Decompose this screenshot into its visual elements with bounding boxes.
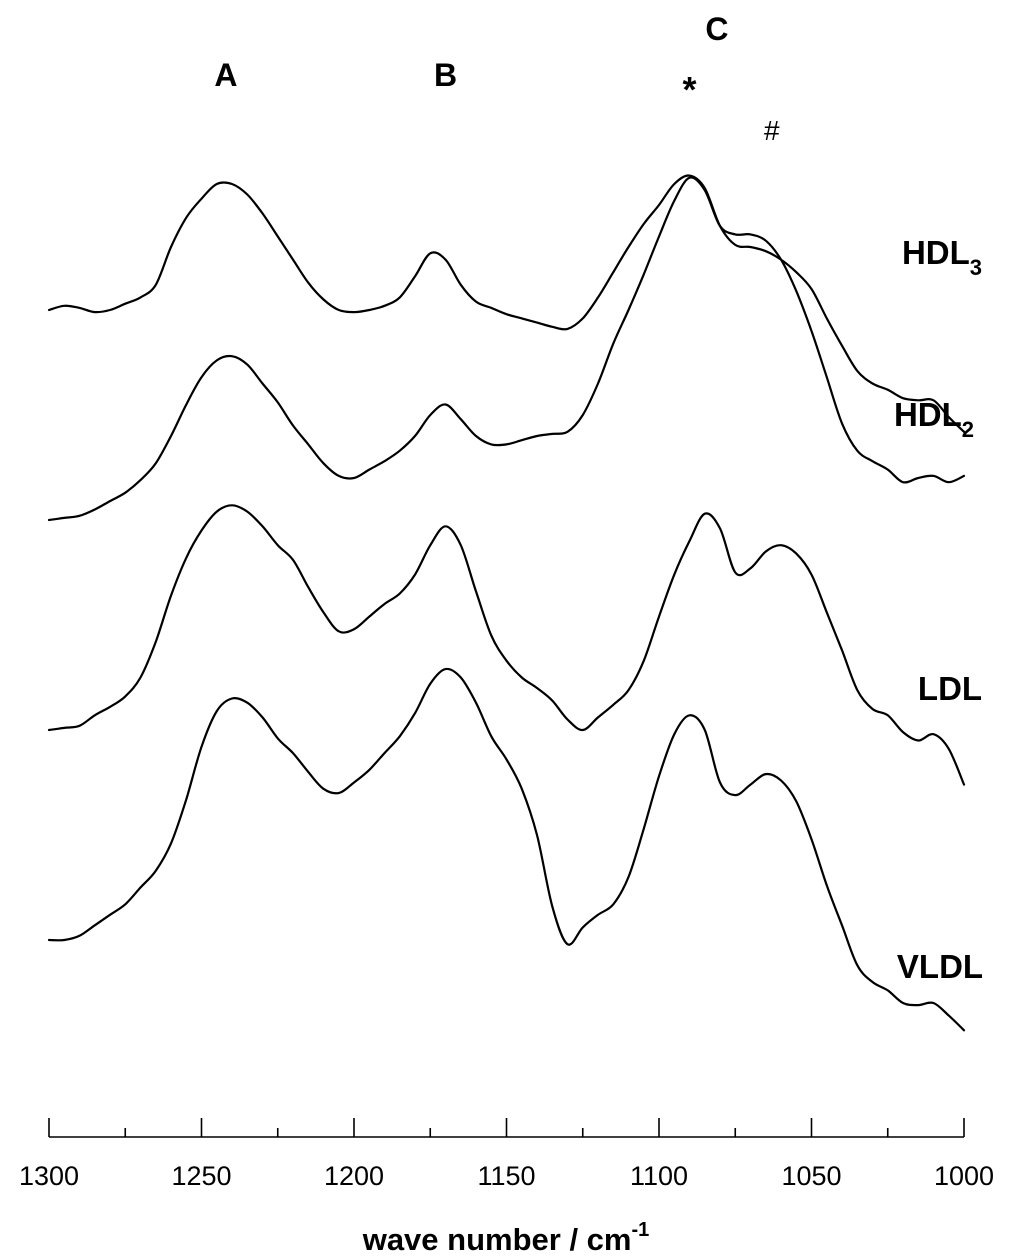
- annotation-hash: #: [764, 115, 780, 146]
- spectrum-hdl3: [47, 174, 966, 433]
- series-label-hdl2: HDL2: [894, 396, 974, 442]
- annotation-band-c: C: [705, 11, 728, 47]
- spectra-curves: [47, 174, 966, 1032]
- annotation-band-a: A: [214, 57, 237, 93]
- series-label-name: HDL: [902, 234, 970, 271]
- x-axis-label-text: wave number / cm: [362, 1222, 632, 1257]
- series-label-name: HDL: [894, 396, 962, 433]
- x-tick-label-1250: 1250: [171, 1161, 231, 1191]
- x-tick-label-1150: 1150: [477, 1161, 535, 1191]
- series-label-name: VLDL: [897, 948, 983, 985]
- annotation-asterisk: *: [682, 69, 696, 110]
- x-axis: 1300 1250 1200 1150 1100 1050 1000: [19, 1118, 994, 1191]
- series-label-name: LDL: [918, 670, 982, 707]
- x-tick-label-1100: 1100: [630, 1161, 688, 1191]
- x-tick-label-1000: 1000: [934, 1161, 994, 1191]
- series-label-subscript: 2: [962, 417, 974, 442]
- series-label-ldl: LDL: [918, 670, 982, 707]
- series-label-hdl3: HDL3: [902, 234, 982, 280]
- x-tick-label-1300: 1300: [19, 1161, 79, 1191]
- spectrum-hdl2: [47, 176, 966, 522]
- spectrum-ldl: [47, 504, 966, 786]
- x-axis-label: wave number / cm-1: [362, 1219, 650, 1257]
- x-axis-label-superscript: -1: [631, 1219, 649, 1241]
- x-ticks: 1300 1250 1200 1150 1100 1050 1000: [19, 1118, 994, 1191]
- band-annotations: A B C* #: [214, 11, 780, 146]
- annotation-band-b: B: [434, 57, 457, 93]
- series-label-subscript: 3: [970, 255, 982, 280]
- x-tick-label-1050: 1050: [781, 1161, 841, 1191]
- x-tick-label-1200: 1200: [324, 1161, 384, 1191]
- spectrum-vldl: [47, 667, 966, 1032]
- series-label-vldl: VLDL: [897, 948, 983, 985]
